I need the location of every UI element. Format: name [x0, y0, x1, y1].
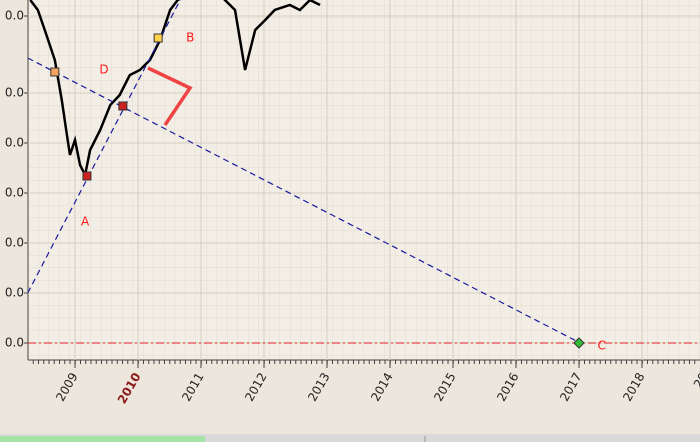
marker [153, 33, 163, 43]
y-tick-label: 0.0 [5, 136, 24, 150]
x-tick-label: 20 [691, 370, 700, 390]
annotation: D [99, 63, 108, 77]
y-tick-label: 0.0 [5, 186, 24, 200]
annotation: A [81, 215, 90, 229]
plot: A B D C [28, 0, 700, 360]
y-tick-label: 0.0 [5, 286, 24, 300]
marker [118, 101, 128, 111]
price-line [29, 0, 321, 179]
annotation: B [186, 31, 194, 45]
y-tick-label: 0.0 [5, 9, 24, 23]
marker [50, 67, 60, 77]
trend-line [28, 0, 181, 294]
marker [82, 171, 92, 181]
y-tick-label: 0.0 [5, 336, 24, 350]
y-tick-label: 0.0 [5, 236, 24, 250]
progress-bar [0, 436, 205, 442]
minor-grid [28, 0, 700, 360]
y-tick-label: 0.0 [5, 86, 24, 100]
annotation: C [597, 339, 605, 353]
bracket [147, 66, 193, 126]
marker [573, 337, 585, 349]
status-bar [0, 434, 700, 442]
